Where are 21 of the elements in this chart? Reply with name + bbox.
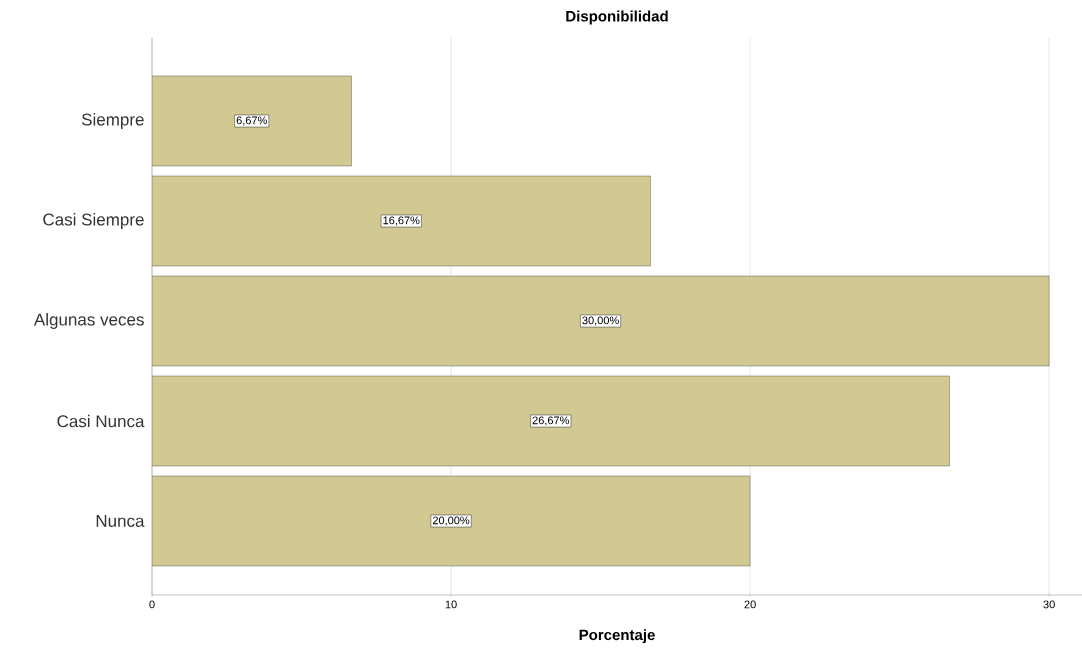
data-label: 6,67%: [236, 116, 267, 126]
x-axis-title: Porcentaje: [579, 629, 655, 644]
bar: [152, 375, 950, 467]
chart-title: Disponibilidad: [566, 10, 668, 25]
data-label: 30,00%: [582, 316, 619, 326]
bar: [152, 75, 352, 167]
bar: [152, 275, 1050, 367]
y-tick-label: Casi Siempre: [43, 213, 144, 229]
x-tick-label: 10: [445, 600, 457, 609]
x-tick-label: 0: [149, 600, 155, 609]
bar: [152, 175, 651, 267]
y-tick-label: Nunca: [96, 515, 145, 527]
data-label: 26,67%: [532, 416, 570, 426]
bar: [152, 475, 751, 567]
x-tick-label: 30: [1043, 600, 1055, 609]
data-label: 20,00%: [432, 516, 470, 526]
data-label: 16,67%: [383, 216, 420, 226]
x-tick-label: 20: [744, 600, 756, 609]
y-tick-label: Siempre: [81, 113, 144, 129]
y-tick-label: Casi Nunca: [57, 414, 145, 428]
y-tick-label: Algunas veces: [33, 313, 144, 329]
